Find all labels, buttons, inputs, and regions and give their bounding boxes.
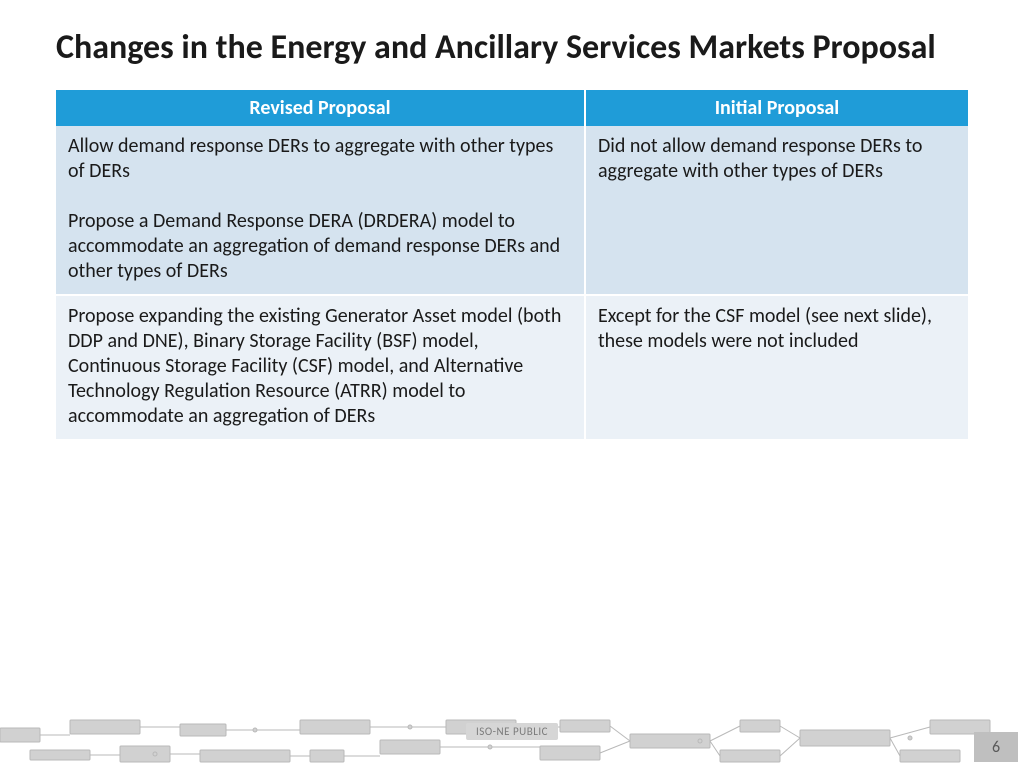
cell-initial: Except for the CSF model (see next slide… bbox=[585, 295, 968, 439]
slide-footer: ISO-NE PUBLIC 6 bbox=[0, 710, 1024, 768]
col-header-initial: Initial Proposal bbox=[585, 90, 968, 126]
table-row: Allow demand response DERs to aggregate … bbox=[56, 126, 968, 295]
cell-revised: Allow demand response DERs to aggregate … bbox=[56, 126, 585, 295]
cell-revised: Propose expanding the existing Generator… bbox=[56, 295, 585, 439]
page-number: 6 bbox=[974, 732, 1018, 762]
slide: Changes in the Energy and Ancillary Serv… bbox=[0, 0, 1024, 768]
footer-label: ISO-NE PUBLIC bbox=[466, 723, 558, 740]
table-header-row: Revised Proposal Initial Proposal bbox=[56, 90, 968, 126]
col-header-revised: Revised Proposal bbox=[56, 90, 585, 126]
table-row: Propose expanding the existing Generator… bbox=[56, 295, 968, 439]
cell-initial: Did not allow demand response DERs to ag… bbox=[585, 126, 968, 295]
proposal-table: Revised Proposal Initial Proposal Allow … bbox=[56, 90, 968, 439]
page-title: Changes in the Energy and Ancillary Serv… bbox=[56, 28, 968, 68]
